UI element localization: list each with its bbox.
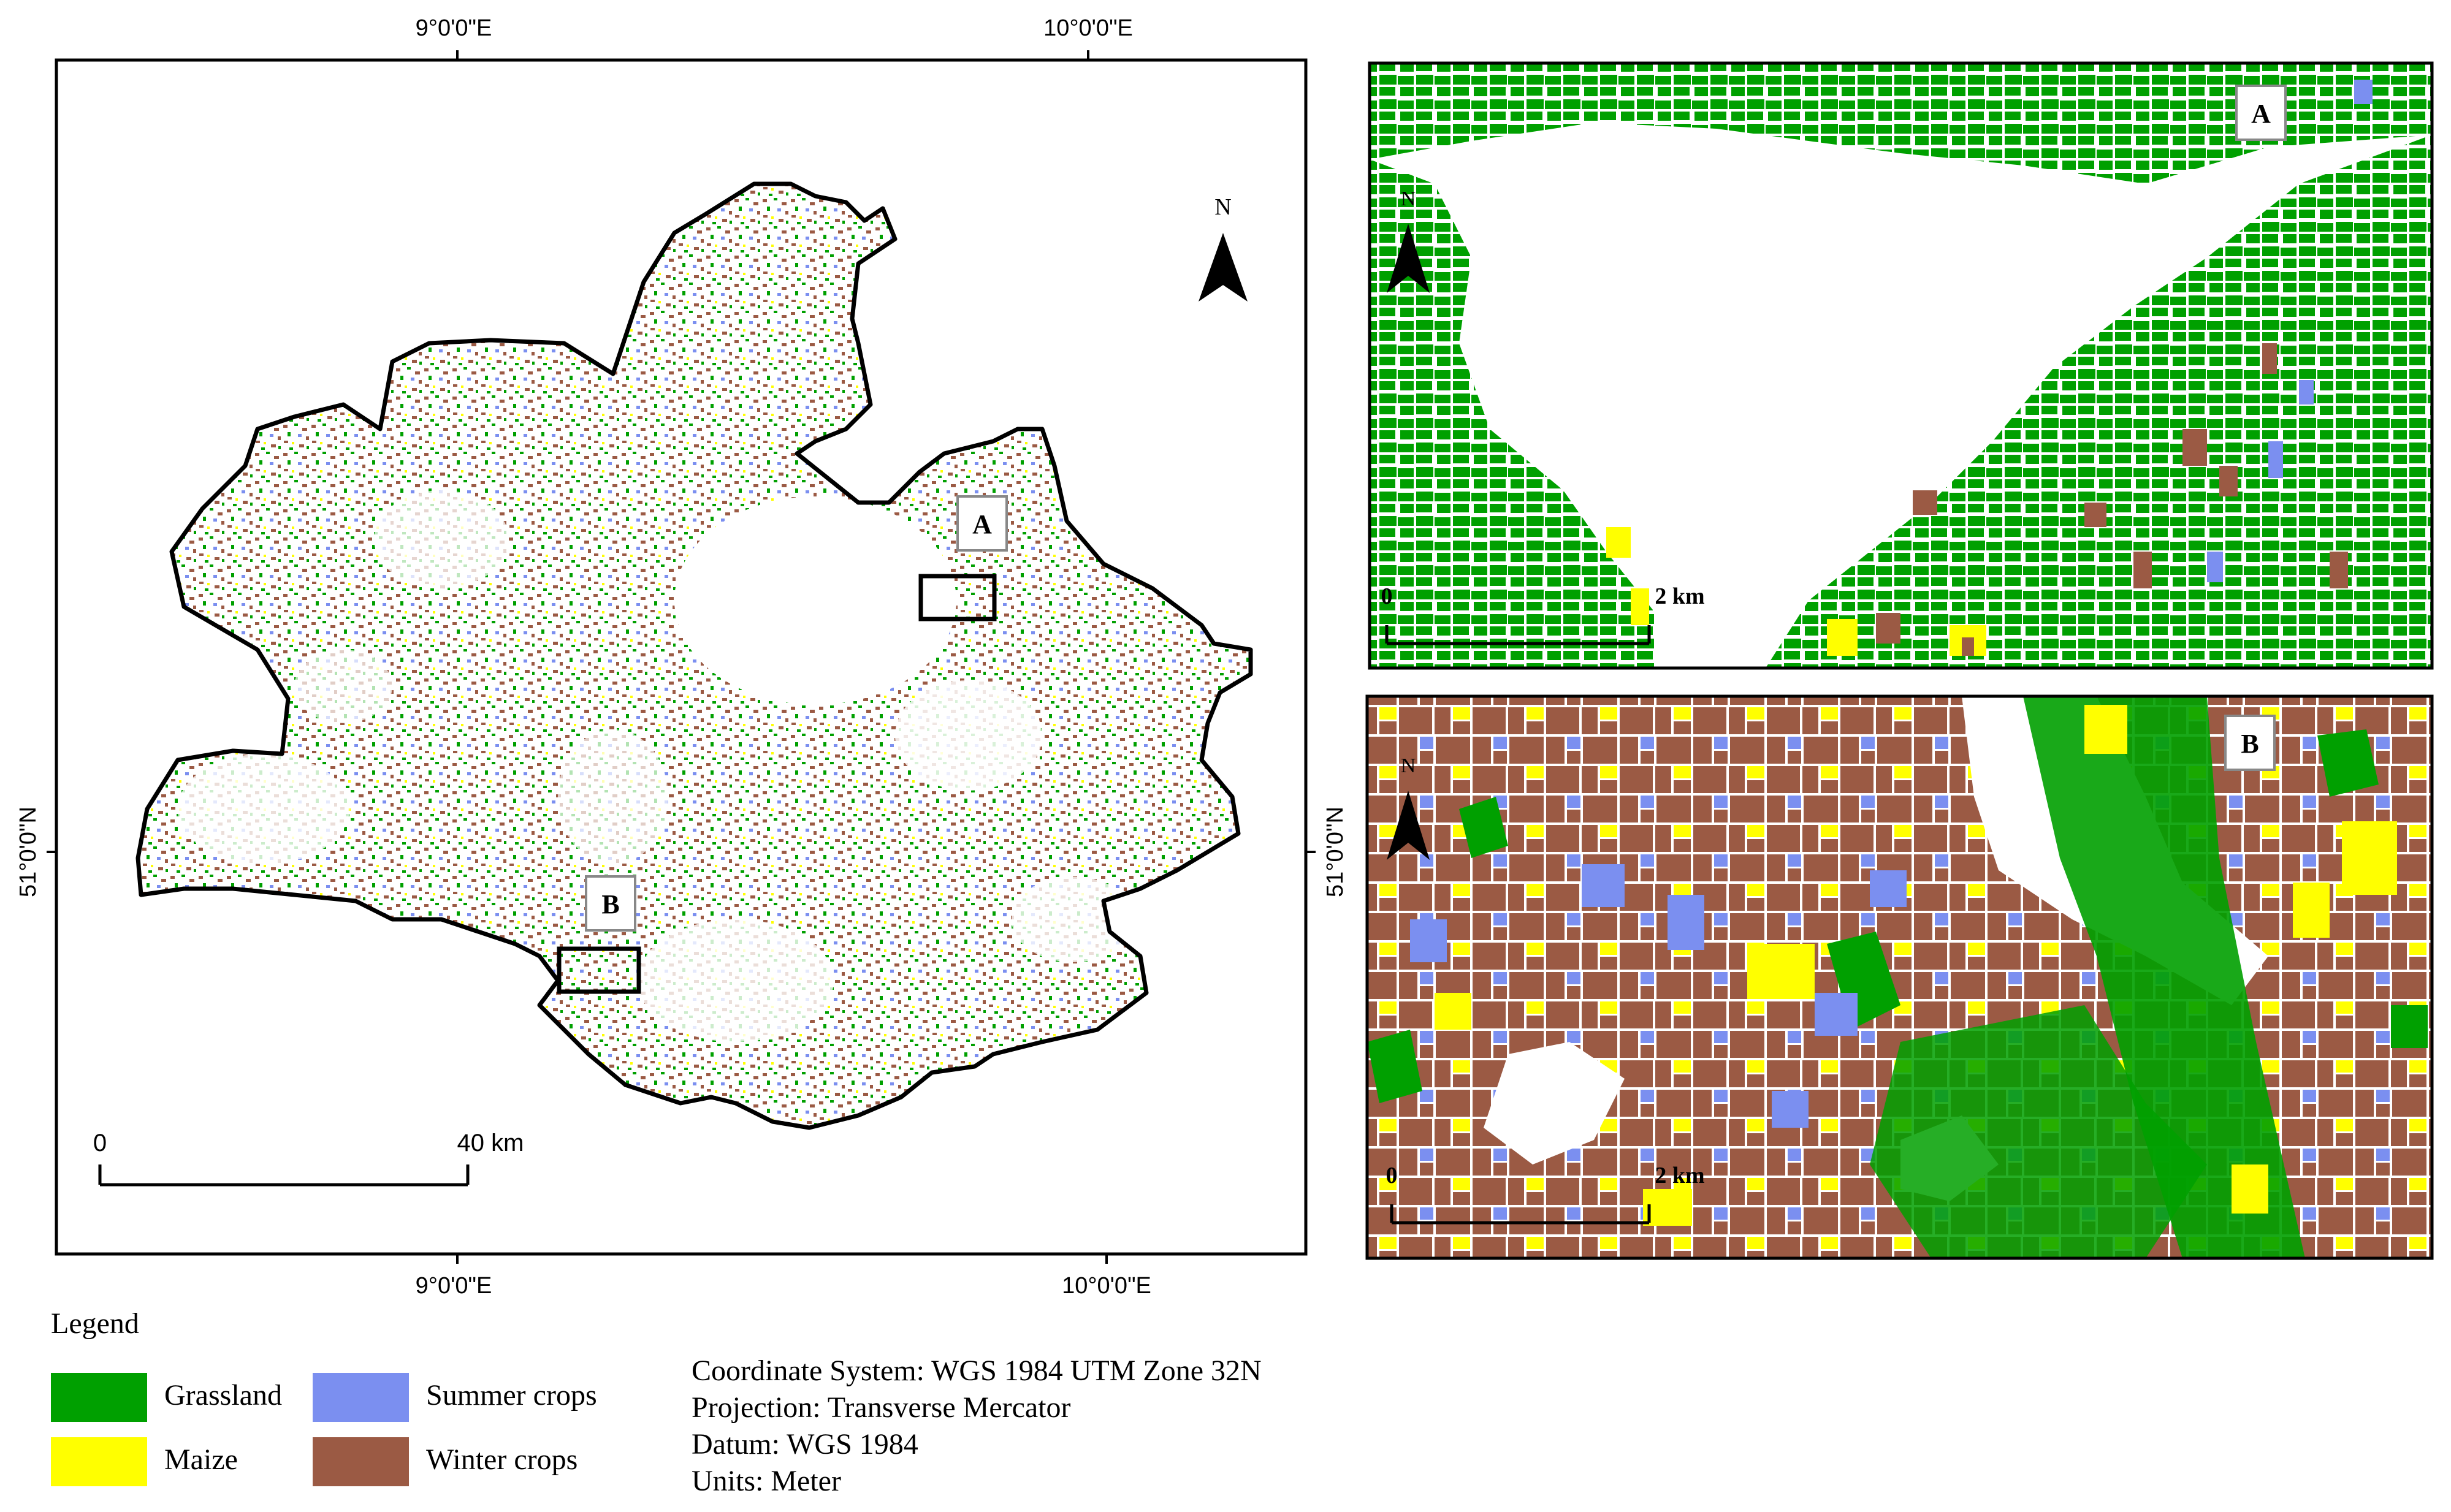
inset-b-frame	[1365, 694, 2434, 1260]
legend-label-grassland: Grassland	[164, 1379, 282, 1411]
box-a-label: A	[972, 509, 992, 539]
study-region	[135, 181, 1253, 1130]
inset-a-landcover	[1370, 63, 2432, 668]
inset-a-north-arrow-icon	[1387, 224, 1430, 293]
north-arrow-label: N	[1214, 194, 1231, 220]
legend-swatch-winter-crops	[313, 1437, 409, 1486]
inset-b: B N 0 2 km	[1365, 694, 2434, 1260]
main-scale-zero: 0	[93, 1130, 107, 1157]
box-a-label-frame	[956, 495, 1008, 552]
inset-b-landcover	[1367, 696, 2428, 1258]
main-scale-bar	[98, 1164, 470, 1187]
main-scale-end: 40 km	[457, 1130, 524, 1157]
graticule-label-top-9e: 9°0'0"E	[416, 15, 492, 41]
inset-b-north-label: N	[1401, 754, 1416, 777]
inset-a-label-frame	[2235, 85, 2287, 141]
legend-swatch-grassland	[51, 1373, 147, 1422]
box-b-label-frame	[585, 875, 636, 932]
inset-a-scale-bar	[1385, 625, 1651, 645]
legend-swatch-maize	[51, 1437, 147, 1486]
inset-b-north-arrow-icon	[1387, 791, 1430, 860]
inset-b-label: B	[2241, 729, 2259, 759]
coordinate-system-text: Coordinate System: WGS 1984 UTM Zone 32N	[692, 1354, 1262, 1387]
inset-a-scale-end: 2 km	[1655, 583, 1704, 609]
inset-a-scale-zero: 0	[1381, 583, 1393, 609]
inset-a-north-label: N	[1401, 188, 1416, 210]
legend: Legend Grassland Summer crops Maize Wint…	[51, 1307, 597, 1486]
legend-title: Legend	[51, 1307, 139, 1340]
study-box-a	[918, 574, 997, 621]
study-box-b	[557, 946, 641, 994]
map-info: Coordinate System: WGS 1984 UTM Zone 32N…	[692, 1354, 1262, 1497]
graticule-label-right-51n: 51°0'0"N	[1322, 807, 1348, 897]
inset-b-scale-bar	[1390, 1204, 1651, 1225]
main-map: 9°0'0"E 10°0'0"E 9°0'0"E 10°0'0"E 51°0'0…	[15, 15, 1348, 1299]
legend-label-winter-crops: Winter crops	[426, 1443, 577, 1476]
box-b-label: B	[601, 889, 619, 919]
legend-label-summer-crops: Summer crops	[426, 1379, 597, 1411]
graticule-label-top-10e: 10°0'0"E	[1043, 15, 1133, 41]
legend-label-maize: Maize	[164, 1443, 238, 1476]
inset-a-label: A	[2251, 99, 2271, 129]
legend-swatch-summer-crops	[313, 1373, 409, 1422]
projection-text: Projection: Transverse Mercator	[692, 1391, 1071, 1424]
datum-text: Datum: WGS 1984	[692, 1428, 918, 1461]
graticule-label-bottom-10e: 10°0'0"E	[1062, 1273, 1151, 1299]
inset-b-label-frame	[2224, 715, 2276, 771]
inset-a: A N 0 2 km	[1368, 61, 2434, 670]
inset-b-scale-end: 2 km	[1655, 1163, 1704, 1188]
units-text: Units: Meter	[692, 1465, 841, 1497]
inset-a-frame	[1368, 61, 2434, 670]
graticule-label-left-51n: 51°0'0"N	[15, 807, 41, 897]
north-arrow-icon	[1199, 233, 1248, 302]
inset-b-scale-zero: 0	[1386, 1163, 1398, 1188]
graticule-label-bottom-9e: 9°0'0"E	[416, 1273, 492, 1299]
